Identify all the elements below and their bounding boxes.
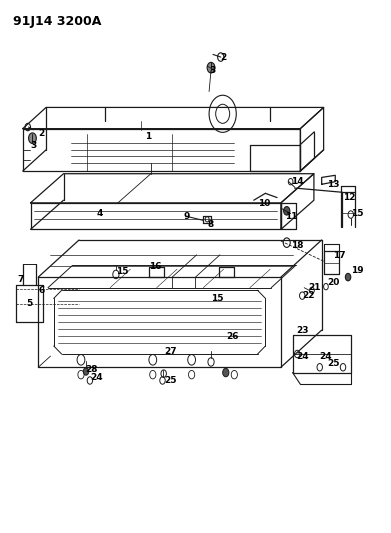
Text: 15: 15 [351, 209, 363, 218]
Text: 12: 12 [343, 193, 355, 202]
Text: 5: 5 [27, 299, 33, 308]
Text: 15: 15 [211, 294, 224, 303]
Text: 25: 25 [328, 359, 340, 367]
Text: 4: 4 [97, 209, 103, 218]
Text: 3: 3 [209, 66, 215, 75]
Text: 9: 9 [184, 212, 190, 221]
Text: 23: 23 [296, 326, 309, 335]
Text: 19: 19 [351, 266, 363, 274]
Text: 18: 18 [291, 241, 303, 250]
Text: 2: 2 [221, 53, 227, 62]
Text: 15: 15 [116, 268, 128, 276]
Circle shape [223, 368, 229, 377]
Text: 6: 6 [38, 286, 45, 295]
Text: 8: 8 [207, 220, 213, 229]
Circle shape [29, 133, 36, 143]
Text: 3: 3 [30, 141, 37, 150]
Text: 1: 1 [145, 132, 151, 141]
Text: 7: 7 [17, 275, 23, 284]
Text: 24: 24 [320, 352, 332, 361]
Circle shape [207, 62, 215, 73]
Text: 10: 10 [258, 199, 270, 208]
Circle shape [345, 273, 351, 281]
Text: 24: 24 [296, 352, 309, 361]
Text: 21: 21 [308, 283, 321, 292]
Text: 2: 2 [38, 130, 45, 139]
Text: 26: 26 [226, 332, 239, 341]
Circle shape [83, 368, 89, 375]
Text: 11: 11 [285, 212, 297, 221]
Text: 13: 13 [328, 180, 340, 189]
Text: 16: 16 [149, 262, 161, 271]
Text: 27: 27 [165, 347, 177, 356]
Text: 91J14 3200A: 91J14 3200A [13, 14, 101, 28]
Circle shape [283, 207, 290, 215]
Text: 17: 17 [333, 252, 346, 261]
Text: 25: 25 [165, 376, 177, 385]
Text: 14: 14 [291, 177, 303, 186]
Text: 20: 20 [328, 278, 340, 287]
Text: 28: 28 [85, 366, 97, 374]
Text: 24: 24 [91, 373, 103, 382]
Text: 22: 22 [302, 291, 315, 300]
